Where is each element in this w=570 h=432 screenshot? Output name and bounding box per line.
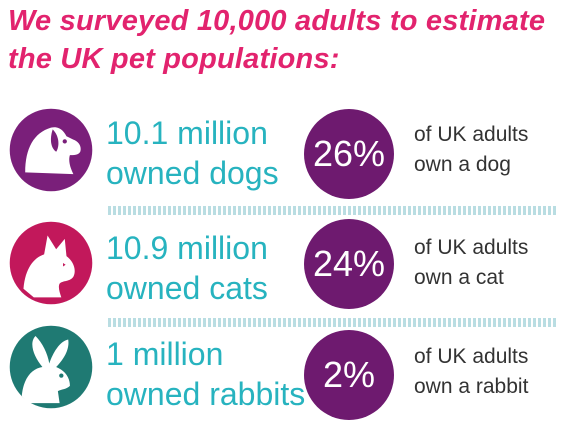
cat-description: of UK adults own a cat [414, 233, 528, 293]
rabbit-count-line-1: 1 million [106, 336, 224, 372]
cat-icon [9, 221, 93, 305]
cat-percent-badge: 24% [304, 219, 394, 309]
headline-line-1: We surveyed 10,000 adults to estimate [8, 5, 546, 37]
rabbit-count: 1 million owned rabbits [106, 334, 305, 414]
headline: We surveyed 10,000 adults to estimate th… [8, 2, 568, 78]
divider [108, 318, 556, 327]
rabbit-description-line-2: own a rabbit [414, 375, 529, 398]
stat-row-rabbits: 1 million owned rabbits 2% of UK adults … [0, 322, 570, 432]
cat-count-line-1: 10.9 million [106, 230, 268, 266]
dog-description-line-1: of UK adults [414, 123, 529, 146]
stat-row-dogs: 10.1 million owned dogs 26% of UK adults… [0, 103, 570, 213]
dog-description: of UK adults own a dog [414, 120, 528, 180]
rabbit-percent-badge: 2% [304, 330, 394, 420]
stat-row-cats: 10.9 million owned cats 24% of UK adults… [0, 218, 570, 328]
dog-count-line-1: 10.1 million [106, 115, 268, 151]
rabbit-description: of UK adults own a rabbit [414, 342, 528, 402]
divider [108, 206, 556, 215]
cat-description-line-2: own a cat [414, 266, 504, 289]
rabbit-icon [9, 325, 93, 409]
dog-description-line-2: own a dog [414, 153, 511, 176]
dog-percent-badge: 26% [304, 109, 394, 199]
cat-count-line-2: owned cats [106, 270, 268, 306]
dog-count-line-2: owned dogs [106, 155, 279, 191]
headline-line-2: the UK pet populations: [8, 43, 340, 75]
rabbit-description-line-1: of UK adults [414, 345, 529, 368]
rabbit-count-line-2: owned rabbits [106, 376, 306, 412]
cat-description-line-1: of UK adults [414, 236, 529, 259]
cat-count: 10.9 million owned cats [106, 228, 268, 308]
dog-count: 10.1 million owned dogs [106, 113, 279, 193]
dog-icon [9, 108, 93, 192]
